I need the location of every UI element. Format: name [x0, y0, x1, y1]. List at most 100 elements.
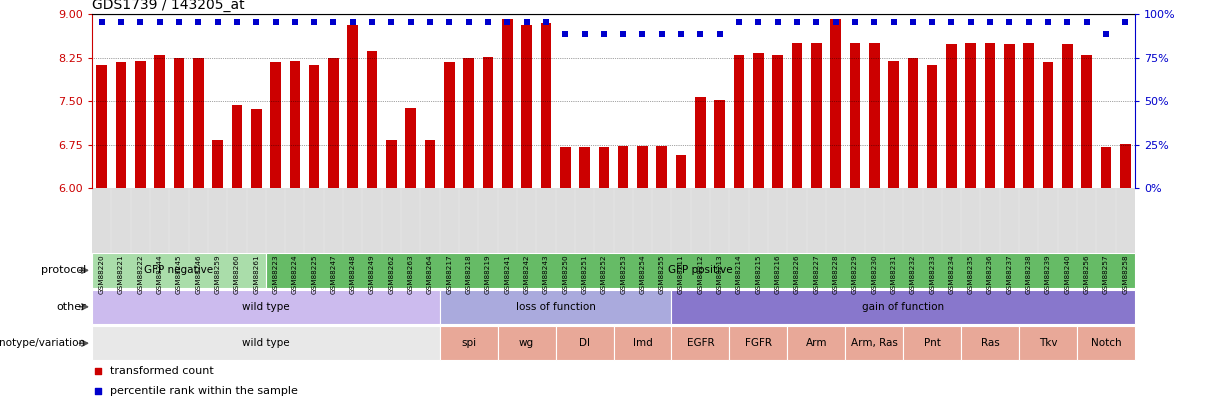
Bar — [387, 140, 396, 188]
Point — [671, 31, 691, 38]
Bar — [155, 55, 164, 188]
Point — [574, 31, 594, 38]
Bar — [174, 58, 184, 188]
Point — [961, 19, 980, 25]
Bar — [1020, 326, 1077, 360]
Bar — [599, 147, 609, 188]
Bar — [425, 140, 436, 188]
Point — [536, 19, 556, 25]
Point — [729, 19, 748, 25]
Bar — [328, 58, 339, 188]
Bar — [92, 253, 266, 288]
Text: gain of function: gain of function — [863, 302, 945, 312]
Point — [150, 19, 169, 25]
Bar — [309, 65, 319, 188]
Bar — [869, 43, 880, 188]
Bar — [482, 57, 493, 188]
Point — [748, 19, 768, 25]
Bar — [845, 326, 903, 360]
Point — [903, 19, 923, 25]
Text: Ras: Ras — [980, 338, 1000, 348]
Bar — [1043, 62, 1053, 188]
Bar — [671, 290, 1135, 324]
Bar — [849, 43, 860, 188]
Point — [806, 19, 826, 25]
Bar — [791, 43, 802, 188]
Point — [1018, 19, 1038, 25]
Bar — [1063, 45, 1072, 188]
Text: Notch: Notch — [1091, 338, 1121, 348]
Point — [826, 19, 845, 25]
Bar — [614, 326, 671, 360]
Bar — [753, 53, 763, 188]
Text: other: other — [56, 302, 86, 312]
Point — [594, 31, 614, 38]
Bar — [788, 326, 845, 360]
Point — [285, 19, 304, 25]
Bar — [1077, 326, 1135, 360]
Bar — [439, 326, 498, 360]
Bar — [946, 45, 957, 188]
Point — [556, 31, 575, 38]
Text: protocol: protocol — [40, 265, 86, 275]
Bar — [521, 25, 531, 188]
Point — [439, 19, 459, 25]
Point — [633, 31, 653, 38]
Bar — [464, 58, 474, 188]
Bar — [92, 290, 439, 324]
Point — [845, 19, 865, 25]
Text: GFP positive: GFP positive — [667, 265, 733, 275]
Point — [1000, 19, 1020, 25]
Bar — [405, 108, 416, 188]
Bar — [266, 253, 1135, 288]
Bar — [888, 61, 899, 188]
Bar — [439, 290, 671, 324]
Point — [92, 19, 112, 25]
Text: loss of function: loss of function — [515, 302, 595, 312]
Bar — [714, 100, 725, 188]
Bar — [290, 61, 301, 188]
Text: GFP negative: GFP negative — [145, 265, 213, 275]
Bar — [97, 65, 107, 188]
Text: transformed count: transformed count — [110, 366, 213, 375]
Text: Imd: Imd — [633, 338, 653, 348]
Point — [941, 19, 961, 25]
Bar — [556, 326, 614, 360]
Text: Pnt: Pnt — [924, 338, 941, 348]
Point — [517, 19, 536, 25]
Bar — [1081, 55, 1092, 188]
Bar — [135, 61, 146, 188]
Bar — [985, 43, 995, 188]
Point — [189, 19, 209, 25]
Bar — [347, 25, 358, 188]
Bar — [696, 97, 706, 188]
Bar — [1004, 45, 1015, 188]
Point — [459, 19, 479, 25]
Point — [1058, 19, 1077, 25]
Point — [1077, 19, 1097, 25]
Bar — [92, 326, 439, 360]
Point — [409, 101, 428, 108]
Text: Arm, Ras: Arm, Ras — [850, 338, 898, 348]
Point — [614, 31, 633, 38]
Point — [1096, 31, 1115, 38]
Bar — [502, 19, 513, 188]
Bar — [772, 55, 783, 188]
Point — [304, 19, 324, 25]
Bar — [232, 105, 242, 188]
Point — [652, 31, 671, 38]
Bar — [961, 326, 1020, 360]
Point — [227, 19, 247, 25]
Bar — [270, 62, 281, 188]
Bar — [656, 146, 667, 188]
Text: GDS1739 / 143205_at: GDS1739 / 143205_at — [92, 0, 244, 12]
Bar — [618, 146, 628, 188]
Bar — [250, 109, 261, 188]
Point — [130, 19, 150, 25]
Text: Tkv: Tkv — [1039, 338, 1058, 348]
Text: spi: spi — [461, 338, 476, 348]
Bar — [560, 147, 571, 188]
Bar — [498, 326, 556, 360]
Bar — [908, 58, 918, 188]
Bar — [671, 326, 729, 360]
